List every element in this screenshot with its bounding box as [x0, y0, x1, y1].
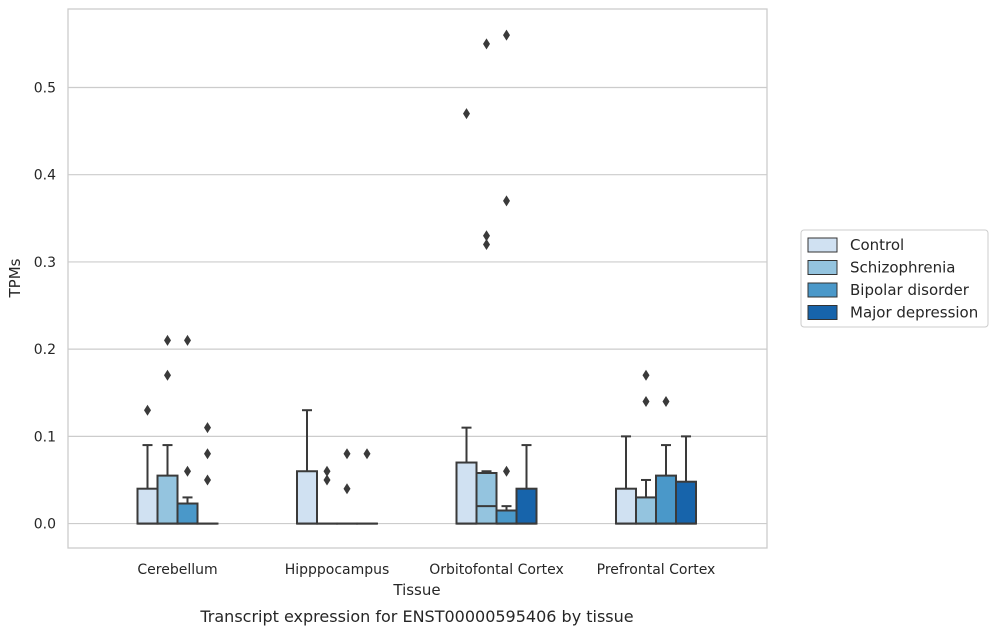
x-axis-ticks: Cerebellum Hipppocampus Orbitofontal Corte…	[137, 562, 715, 578]
x-axis-label: Tissue	[392, 581, 440, 599]
outlier-point	[483, 230, 490, 242]
y-tick-label: 0.1	[34, 429, 56, 445]
legend-swatch	[807, 282, 838, 298]
legend-label: Major depression	[850, 304, 978, 322]
legend-swatch	[807, 305, 838, 320]
box-body	[635, 496, 657, 525]
legend-label: Schizophrenia	[850, 259, 955, 277]
box-body	[136, 487, 159, 525]
outlier-point	[642, 395, 650, 407]
outlier-point	[642, 369, 650, 381]
x-tick-label: Prefrontal Cortex	[597, 562, 716, 578]
outlier-point	[363, 448, 371, 460]
outlier-point	[483, 238, 490, 250]
outlier-point	[343, 448, 351, 460]
x-tick-label: Cerebellum	[137, 562, 217, 578]
outlier-point	[204, 422, 211, 434]
chart-marks	[136, 29, 697, 525]
outlier-point	[323, 474, 331, 486]
box-major-depression	[675, 435, 697, 525]
outlier-point	[164, 334, 171, 346]
box-body	[675, 480, 697, 525]
chart-caption: Transcript expression for ENST0000059540…	[199, 607, 633, 626]
legend: Control Schizophrenia Bipolar disorder Majo…	[800, 229, 989, 328]
x-tick-label: Orbitofontal Cortex	[429, 562, 564, 578]
y-tick-label: 0.0	[34, 517, 56, 533]
box-schizophrenia	[475, 38, 498, 525]
y-tick-label: 0.3	[34, 255, 56, 271]
outlier-point	[503, 465, 510, 477]
outlier-point	[164, 369, 171, 381]
x-tick-label: Hipppocampus	[285, 562, 390, 578]
box-schizophrenia	[316, 465, 338, 525]
y-tick-label: 0.4	[34, 168, 56, 184]
outlier-point	[503, 195, 510, 207]
box-bipolar-disorder	[655, 395, 677, 525]
box-body	[475, 471, 498, 525]
box-body	[515, 487, 538, 525]
box-body	[296, 470, 318, 525]
legend-swatch	[807, 260, 838, 275]
y-axis-ticks: 0.0 0.1 0.2 0.3 0.4 0.5	[34, 80, 56, 532]
outlier-point	[204, 474, 211, 486]
box-body	[455, 461, 478, 525]
legend-label: Bipolar disorder	[850, 281, 970, 299]
box-bipolar-disorder	[495, 29, 518, 525]
outlier-point	[323, 465, 331, 477]
box-control	[296, 409, 318, 525]
outlier-point	[204, 448, 211, 460]
box-body	[176, 502, 199, 525]
box-control	[455, 108, 478, 525]
box-major-depression	[515, 444, 538, 525]
outlier-point	[503, 29, 510, 41]
outlier-point	[343, 483, 351, 495]
box-major-depression	[196, 422, 219, 525]
box-schizophrenia	[156, 334, 179, 525]
outlier-point	[144, 404, 151, 416]
box-bipolar-disorder	[176, 334, 199, 525]
plot-frame	[67, 8, 768, 549]
box-body	[615, 487, 637, 525]
box-body	[495, 509, 518, 525]
plot-area	[68, 9, 767, 548]
legend-label: Control	[850, 236, 904, 254]
outlier-point	[463, 108, 470, 120]
y-axis-label: TPMs	[6, 258, 24, 298]
box-major-depression	[356, 448, 378, 525]
outlier-point	[184, 334, 191, 346]
box-control	[615, 435, 637, 525]
legend-swatch	[807, 237, 838, 253]
box-body	[156, 474, 179, 525]
box-body	[655, 474, 677, 525]
y-tick-label: 0.2	[34, 342, 56, 358]
outlier-point	[662, 395, 670, 407]
outlier-point	[184, 465, 191, 477]
y-tick-label: 0.5	[34, 80, 56, 96]
outlier-point	[483, 38, 490, 50]
legend-frame	[800, 229, 989, 328]
